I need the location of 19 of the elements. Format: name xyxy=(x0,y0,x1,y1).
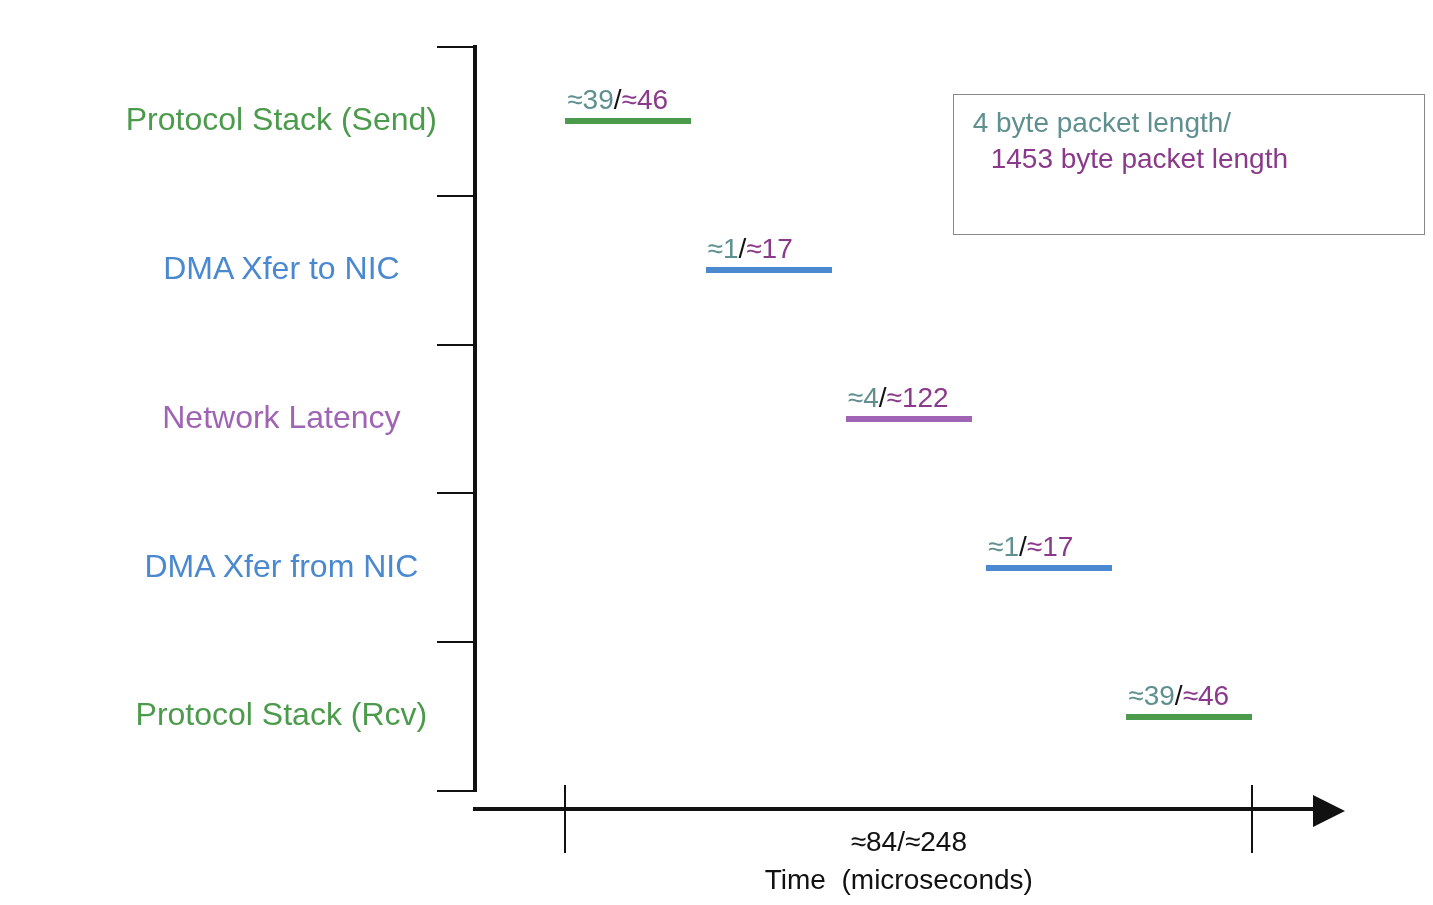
category-label: Protocol Stack (Rcv) xyxy=(135,696,428,733)
text: 4 byte packet length/ xyxy=(972,107,1232,138)
text: Time (microseconds) xyxy=(764,864,1033,895)
text: 1453 byte packet length xyxy=(990,143,1289,174)
category-label: Network Latency xyxy=(162,398,401,435)
data-label: ≈17 xyxy=(1026,530,1074,562)
data-label: ≈1/ xyxy=(707,233,747,265)
data-label: ≈39/ xyxy=(1128,679,1183,711)
category-label: DMA Xfer to NIC xyxy=(163,250,400,287)
data-label: ≈46 xyxy=(1182,679,1230,711)
data-label: ≈17 xyxy=(746,233,793,265)
category-label: Protocol Stack (Send) xyxy=(125,101,437,138)
data-label: ≈4/ xyxy=(847,382,887,413)
data-label: ≈122 xyxy=(886,382,949,413)
data-label: ≈1/ xyxy=(988,530,1028,562)
data-label: ≈39/ xyxy=(567,84,622,116)
text: ≈84/≈248 xyxy=(850,826,967,857)
category-label: DMA Xfer from NIC xyxy=(144,547,419,584)
data-label: ≈46 xyxy=(621,84,669,116)
